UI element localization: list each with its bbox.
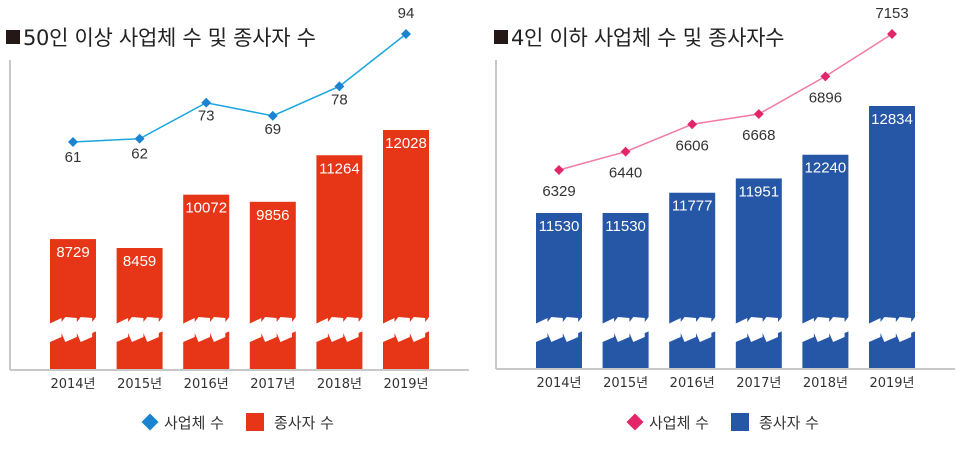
line-value-label: 7153 — [875, 5, 908, 22]
line-point-marker — [267, 110, 278, 121]
legend-label: 종사자 수 — [273, 413, 334, 432]
bar — [116, 248, 163, 369]
bar — [183, 194, 230, 369]
bar-value-label: 11530 — [539, 218, 580, 235]
bar-value-label: 11264 — [319, 160, 360, 177]
legend-label: 종사자 수 — [758, 413, 819, 432]
legend-label: 사업체 수 — [649, 413, 709, 432]
axis-break-mark — [868, 317, 916, 342]
legend-item-establishments: 사업체 수 — [140, 412, 224, 433]
line-point-marker — [201, 97, 212, 108]
x-tick-label: 2016년 — [184, 377, 229, 392]
chart-area: 8729 2014년 8459 2015년 10072 2016년 9856 2017년 112… — [9, 5, 469, 392]
line-value-label: 78 — [331, 91, 348, 108]
x-tick-label: 2017년 — [250, 377, 295, 392]
axis-break-mark — [535, 317, 583, 342]
x-tick-label: 2015년 — [603, 376, 648, 391]
line-point-marker — [820, 71, 831, 82]
line-series — [72, 33, 407, 143]
title-square-icon — [6, 30, 20, 44]
diamond-icon — [626, 413, 644, 431]
bar — [536, 213, 582, 368]
x-tick-label: 2016년 — [670, 376, 715, 391]
square-icon — [730, 413, 749, 431]
line-value-label: 6329 — [542, 183, 575, 200]
diamond-icon — [141, 413, 159, 431]
bar-value-label: 10072 — [185, 200, 227, 217]
x-tick-label: 2018년 — [317, 377, 362, 392]
bar-value-label: 8729 — [56, 244, 89, 261]
x-tick-label: 2014년 — [50, 377, 95, 392]
legend-item-employees: 종사자 수 — [730, 412, 819, 433]
chart-title-text: 4인 이하 사업체 수 및 종사자수 — [511, 26, 785, 50]
x-tick-label: 2019년 — [869, 376, 914, 391]
bar-value-label: 11530 — [605, 218, 646, 235]
axis-break-mark — [115, 317, 164, 342]
chart-title-text: 50인 이상 사업체 수 및 종사자 수 — [23, 26, 316, 50]
line-value-label: 6896 — [809, 89, 842, 106]
bar — [602, 213, 649, 368]
axis-break-mark — [382, 317, 430, 342]
bar-value-label: 12240 — [805, 160, 847, 177]
bar — [735, 178, 782, 368]
title-square-icon — [494, 30, 508, 44]
axis-break-mark — [734, 317, 783, 342]
line-value-label: 61 — [65, 149, 82, 166]
x-tick-label: 2014년 — [536, 376, 581, 391]
x-tick-label: 2017년 — [736, 376, 781, 391]
chart-title: 50인 이상 사업체 수 및 종사자 수 — [6, 22, 316, 52]
bar-value-label: 11951 — [738, 183, 779, 200]
line-point-marker — [134, 133, 145, 144]
axis-break-mark — [601, 317, 650, 342]
axis-break-mark — [49, 317, 97, 342]
line-point-marker — [68, 137, 78, 147]
bar — [669, 192, 716, 368]
chart-panel-50-plus: 50인 이상 사업체 수 및 종사자 수 8729 2014년 8459 2015년 1… — [6, 5, 469, 434]
line-value-label: 6440 — [609, 165, 642, 182]
bar — [50, 239, 96, 369]
axis-break-mark — [182, 317, 231, 342]
axis-break-mark — [248, 317, 297, 342]
x-tick-label: 2019년 — [383, 377, 428, 392]
legend-label: 사업체 수 — [164, 413, 224, 432]
x-tick-label: 2015년 — [117, 377, 162, 392]
line-value-label: 6606 — [676, 137, 709, 154]
line-value-label: 62 — [131, 146, 148, 163]
bar-value-label: 11777 — [672, 198, 713, 215]
square-icon — [245, 413, 264, 431]
bar-value-label: 12028 — [385, 135, 427, 152]
bar-value-label: 12834 — [871, 111, 913, 128]
bar-value-label: 9856 — [256, 207, 289, 224]
x-tick-label: 2018년 — [803, 376, 848, 391]
legend-item-establishments: 사업체 수 — [625, 412, 709, 433]
line-point-marker — [620, 146, 631, 157]
legend-item-employees: 종사자 수 — [245, 412, 334, 433]
chart-panel-4-or-less: 4인 이하 사업체 수 및 종사자수 11530 2014년 11530 2015년 1… — [480, 0, 960, 451]
axis-break-mark — [801, 317, 850, 342]
bar — [249, 201, 296, 369]
legend: 사업체 수 종사자 수 — [625, 410, 841, 434]
line-value-label: 69 — [264, 121, 281, 138]
bar-value-label: 8459 — [123, 253, 156, 270]
axis-break-mark — [668, 317, 717, 342]
line-point-marker — [554, 165, 564, 175]
legend: 사업체 수 종사자 수 — [140, 410, 356, 434]
line-value-label: 94 — [398, 5, 415, 22]
line-point-marker — [753, 109, 764, 119]
line-point-marker — [887, 29, 897, 39]
chart-area: 11530 2014년 11530 2015년 11777 2016년 11951 2017년… — [495, 5, 955, 391]
line-value-label: 73 — [198, 108, 215, 125]
line-value-label: 6668 — [742, 127, 775, 144]
axis-break-mark — [315, 317, 364, 342]
chart-title: 4인 이하 사업체 수 및 종사자수 — [494, 22, 784, 52]
line-series — [558, 33, 893, 171]
line-point-marker — [687, 119, 698, 130]
